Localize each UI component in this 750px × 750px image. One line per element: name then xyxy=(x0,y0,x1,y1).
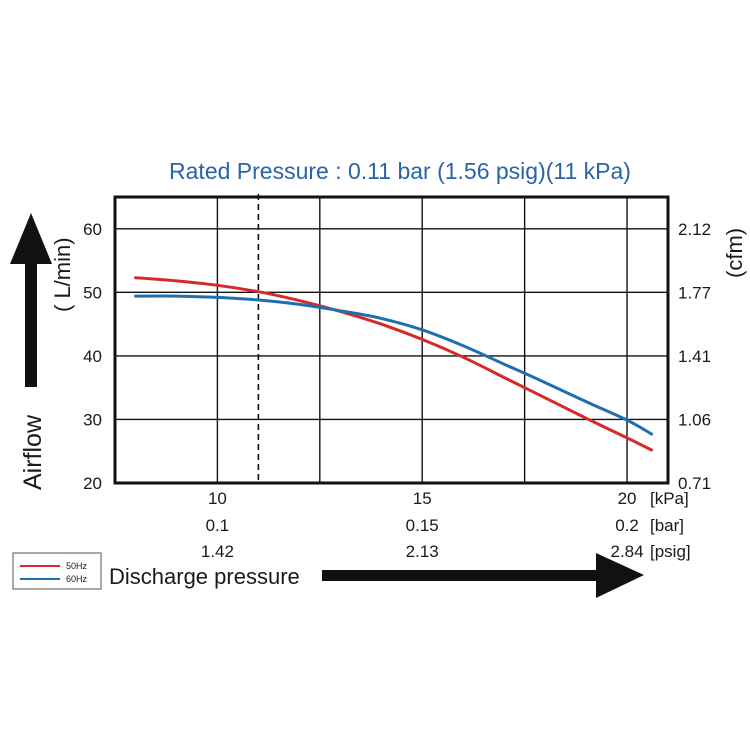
grid xyxy=(114,197,669,483)
y-tick-left-30: 30 xyxy=(83,410,102,429)
airflow-arrow-head xyxy=(10,213,52,264)
y-tick-right-1.41: 1.41 xyxy=(678,347,711,366)
y-tick-left-60: 60 xyxy=(83,220,102,239)
x-ticks: 10 0.1 1.42 15 0.15 2.13 20 0.2 2.84 xyxy=(201,489,644,561)
x-tick-kpa-2: 20 xyxy=(618,489,637,508)
y-ticks-right: 0.71 1.06 1.41 1.77 2.12 xyxy=(678,220,711,493)
y-tick-right-0.71: 0.71 xyxy=(678,474,711,493)
plot-frame xyxy=(113,195,670,485)
x-arrow-shaft xyxy=(322,570,602,581)
x-unit-psig: [psig] xyxy=(650,542,691,561)
airflow-arrow-shaft xyxy=(25,262,37,387)
y-axis-unit-right: (cfm) xyxy=(722,228,747,278)
chart-title: Rated Pressure : 0.11 bar (1.56 psig)(11… xyxy=(169,158,631,184)
y-tick-right-2.12: 2.12 xyxy=(678,220,711,239)
y-axis-unit-left: ( L/min) xyxy=(50,237,75,312)
legend-box xyxy=(12,552,102,590)
y-ticks-left: 20 30 40 50 60 xyxy=(83,220,102,493)
y-tick-left-50: 50 xyxy=(83,283,102,302)
legend-label-60hz: 60Hz xyxy=(66,574,88,584)
x-tick-psig-1: 2.13 xyxy=(406,542,439,561)
x-tick-kpa-0: 10 xyxy=(208,489,227,508)
legend: 50Hz 60Hz xyxy=(12,552,102,590)
legend-label-50hz: 50Hz xyxy=(66,561,88,571)
x-axis-label: Discharge pressure xyxy=(109,564,300,589)
x-tick-psig-2: 2.84 xyxy=(610,542,643,561)
x-tick-psig-0: 1.42 xyxy=(201,542,234,561)
x-tick-bar-2: 0.2 xyxy=(615,516,639,535)
x-arrow-head xyxy=(596,553,644,598)
x-unit-bar: [bar] xyxy=(650,516,684,535)
x-unit-kpa: [kPa] xyxy=(650,489,689,508)
y-axis-label-airflow: Airflow xyxy=(19,414,47,490)
series-line-50hz xyxy=(134,276,654,452)
x-tick-bar-0: 0.1 xyxy=(206,516,230,535)
y-tick-left-20: 20 xyxy=(83,474,102,493)
x-tick-bar-1: 0.15 xyxy=(406,516,439,535)
y-tick-left-40: 40 xyxy=(83,347,102,366)
x-tick-kpa-1: 15 xyxy=(413,489,432,508)
y-tick-right-1.06: 1.06 xyxy=(678,410,711,429)
series-line-60hz xyxy=(134,294,654,436)
y-tick-right-1.77: 1.77 xyxy=(678,283,711,302)
series-group xyxy=(134,276,654,452)
